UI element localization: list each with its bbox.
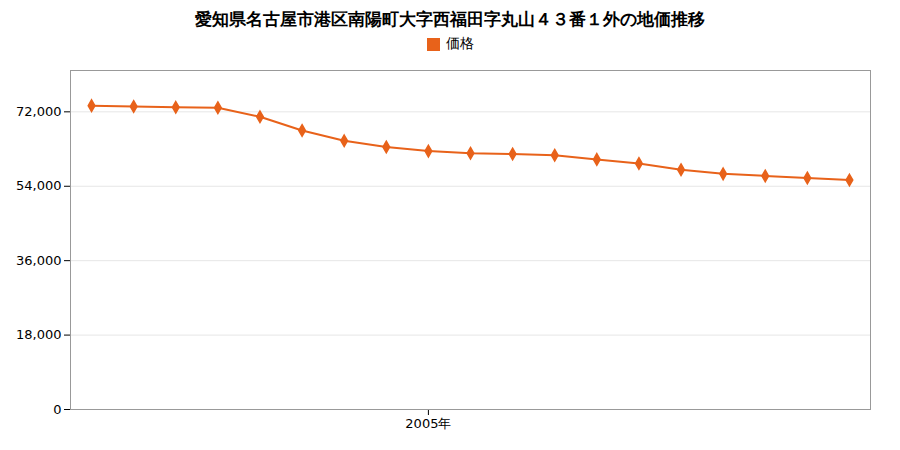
- svg-text:54,000: 54,000: [16, 178, 62, 193]
- svg-text:72,000: 72,000: [16, 104, 62, 119]
- html-text:愛知県名古屋市港区南陽町大字西福田字丸山４３番１外の地価推移: 愛知県名古屋市港区南陽町大字西福田字丸山４３番１外の地価推移: [195, 9, 705, 29]
- svg-text:18,000: 18,000: [16, 327, 62, 342]
- svg-text:36,000: 36,000: [16, 253, 62, 268]
- svg-text:2005年: 2005年: [405, 416, 451, 431]
- html-text:価格: 価格: [445, 35, 474, 51]
- svg-text:0: 0: [53, 402, 61, 417]
